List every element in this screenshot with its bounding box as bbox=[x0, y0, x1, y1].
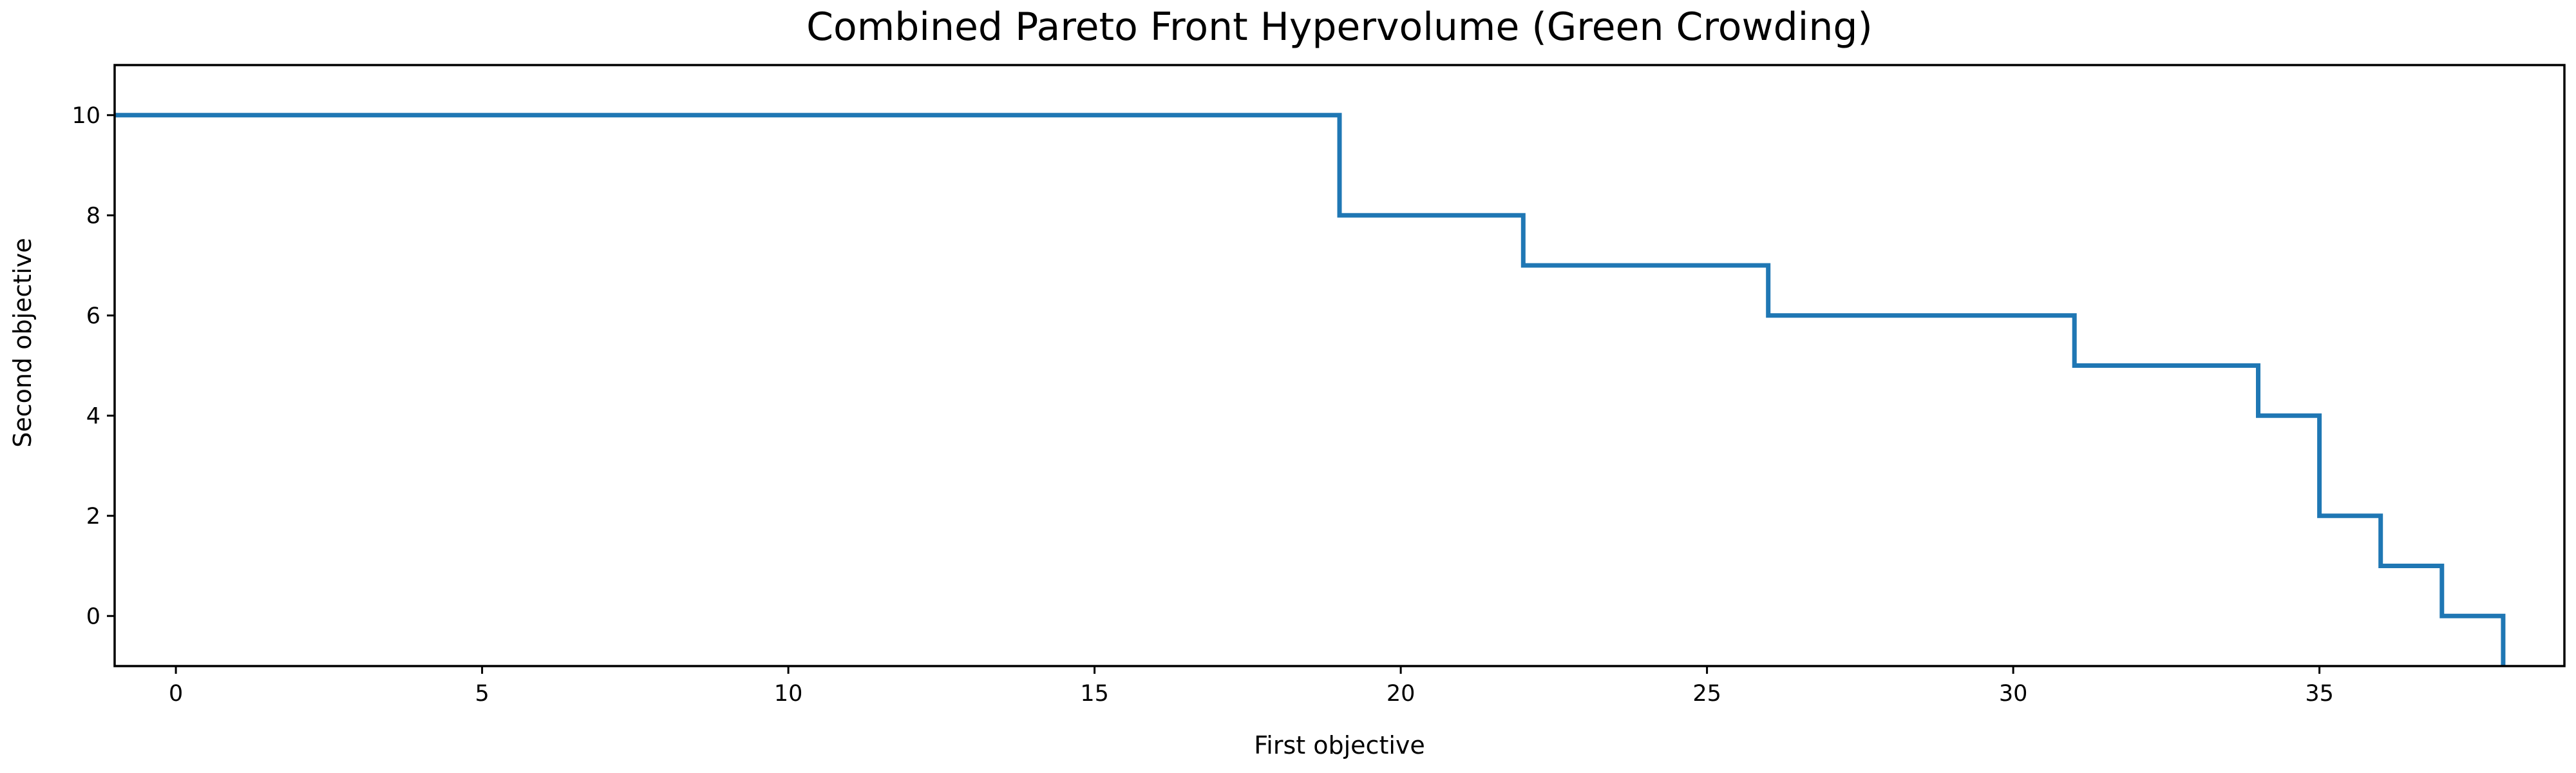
x-axis-ticks: 0 5 10 15 20 25 30 35 bbox=[169, 666, 2334, 707]
plot-area bbox=[113, 64, 2566, 667]
axes-frame bbox=[113, 64, 2566, 667]
y-axis-ticks: 0 2 4 6 8 10 bbox=[71, 103, 115, 629]
y-tick-label: 4 bbox=[86, 403, 100, 429]
x-tick-label: 25 bbox=[1692, 681, 1721, 707]
x-tick-label: 20 bbox=[1387, 681, 1416, 707]
x-tick-label: 5 bbox=[475, 681, 489, 707]
x-tick-label: 15 bbox=[1080, 681, 1109, 707]
series-line-0 bbox=[115, 113, 2506, 666]
x-tick-label: 35 bbox=[2305, 681, 2334, 707]
y-tick-label: 10 bbox=[71, 103, 100, 129]
y-axis-label: Second objective bbox=[8, 238, 37, 447]
y-tick-label: 2 bbox=[86, 504, 100, 530]
y-tick-label: 0 bbox=[86, 604, 100, 629]
chart-title: Combined Pareto Front Hypervolume (Green… bbox=[806, 5, 1873, 50]
x-tick-label: 30 bbox=[1999, 681, 2028, 707]
x-axis-label: First objective bbox=[1254, 731, 1425, 759]
y-tick-label: 8 bbox=[86, 203, 100, 229]
x-tick-label: 10 bbox=[774, 681, 803, 707]
y-tick-label: 6 bbox=[86, 303, 100, 329]
x-tick-label: 0 bbox=[169, 681, 183, 707]
